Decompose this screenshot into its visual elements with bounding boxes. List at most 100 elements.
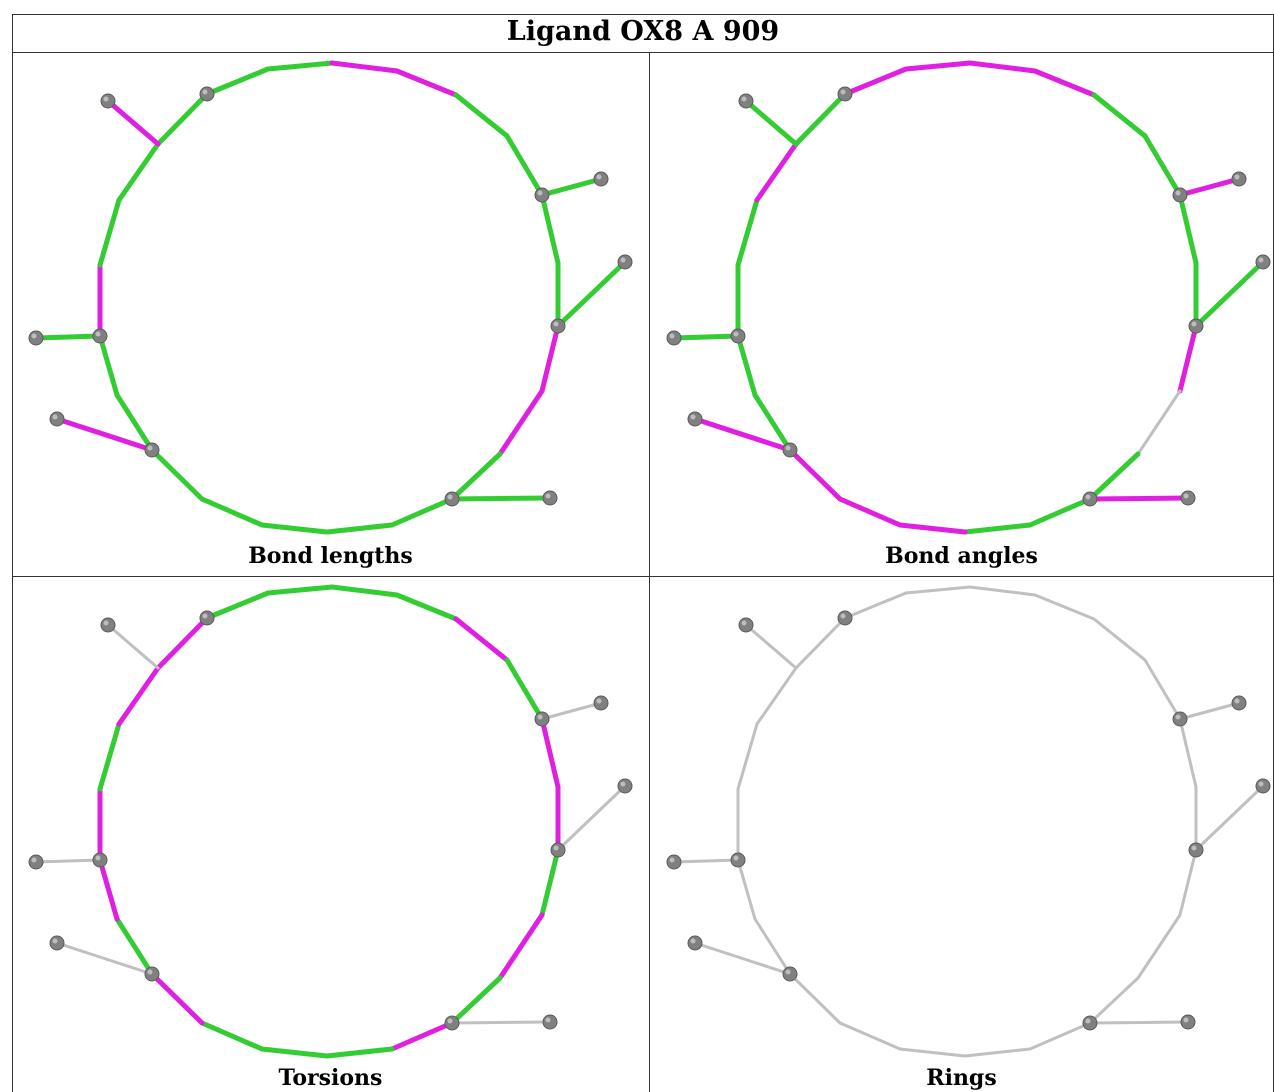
caption-torsions: Torsions [278, 1065, 383, 1091]
atom-highlight [537, 714, 543, 720]
molecule-rings [666, 585, 1271, 1058]
ring-bond [787, 447, 843, 502]
atom-highlight [1191, 321, 1197, 327]
caption-bond-angles: Bond angles [885, 543, 1038, 569]
atom-highlight [202, 613, 208, 619]
atom-highlight [31, 333, 37, 339]
atom [837, 610, 853, 626]
atom-highlight [103, 96, 109, 102]
ring-bond [265, 60, 335, 72]
ring-bond [903, 60, 973, 72]
substituent-bond [34, 858, 102, 864]
substituent-bond [1088, 1020, 1190, 1025]
atom [1180, 1014, 1196, 1030]
ring-bond [504, 657, 545, 722]
border-left [12, 14, 13, 1092]
ring-bond [735, 333, 758, 398]
atom-highlight [1085, 494, 1091, 500]
atom [730, 852, 746, 868]
ring-bond [324, 522, 395, 535]
atom [617, 254, 633, 270]
atom [782, 966, 798, 982]
ring-bond [155, 91, 210, 147]
atom [593, 171, 609, 187]
figure-title: Ligand OX8 A 909 [506, 16, 780, 47]
ring-bond [539, 192, 561, 266]
ring-bond [204, 66, 271, 97]
atom [444, 1015, 460, 1031]
substituent-bond [555, 259, 628, 329]
atom [1188, 842, 1204, 858]
ring-bond [788, 972, 842, 1025]
ring-bond [755, 666, 798, 726]
atom [687, 935, 703, 951]
atom-highlight [690, 414, 696, 420]
atom-highlight [553, 845, 559, 851]
atom-highlight [52, 938, 58, 944]
atom-highlight [202, 89, 208, 95]
ring-bond [389, 496, 455, 528]
atom [542, 490, 558, 506]
caption-bond-lengths: Bond lengths [248, 543, 413, 569]
title-divider [12, 52, 1274, 53]
atom [1231, 171, 1247, 187]
molecule-bond-lengths [28, 60, 633, 535]
atom-highlight [1191, 845, 1197, 851]
ring-bond [97, 721, 122, 792]
atom [144, 442, 160, 458]
atom [1255, 778, 1271, 794]
ring-bond [453, 616, 510, 663]
atom [687, 411, 703, 427]
atom-highlight [1258, 257, 1264, 263]
atom-highlight [733, 331, 739, 337]
ring-bond [97, 857, 120, 922]
atom [28, 330, 44, 346]
atom [1180, 490, 1196, 506]
substituent-bond [744, 623, 798, 670]
ring-bond [753, 917, 792, 976]
atom-highlight [545, 1017, 551, 1023]
substituent-bond [1194, 784, 1265, 852]
ring-bond [1177, 192, 1199, 266]
ring-bond [897, 522, 968, 535]
atom-highlight [147, 445, 153, 451]
substituent-bond [55, 941, 154, 976]
atom [550, 318, 566, 334]
atom-highlight [103, 620, 109, 626]
substituent-bond [671, 333, 741, 341]
ring-bond [1088, 976, 1140, 1025]
ring-bond [394, 68, 459, 98]
atom [738, 93, 754, 109]
atom-highlight [1183, 493, 1189, 499]
atom-highlight [669, 857, 675, 863]
atom-highlight [741, 96, 747, 102]
ring-bond [149, 971, 205, 1026]
atom-highlight [840, 89, 846, 95]
ring-bond [539, 323, 561, 394]
ring-bond [149, 447, 205, 502]
ring-bond [97, 333, 120, 398]
atom-highlight [1234, 174, 1240, 180]
ring-bond [1033, 593, 1096, 621]
figure-frame: Ligand OX8 A 909 Bond lengths Bond angle… [12, 14, 1274, 1092]
ring-bond [394, 592, 459, 622]
atom-highlight [785, 445, 791, 451]
ring-bond [449, 975, 503, 1026]
atom [144, 966, 160, 982]
atom-highlight [147, 969, 153, 975]
ring-bond [838, 1021, 902, 1051]
ring-bond [97, 197, 122, 268]
atom [1172, 711, 1188, 727]
atom [92, 852, 108, 868]
substituent-bond [556, 784, 627, 852]
ring-bond [968, 585, 1037, 597]
ring-bond [752, 392, 793, 453]
ring-bond [1032, 68, 1097, 98]
atom-highlight [1234, 698, 1240, 704]
atom [593, 695, 609, 711]
ring-bond [116, 665, 161, 727]
column-divider [649, 52, 650, 1092]
substituent-bond [450, 1020, 552, 1025]
atom-highlight [620, 781, 626, 787]
atom-highlight [733, 855, 739, 861]
